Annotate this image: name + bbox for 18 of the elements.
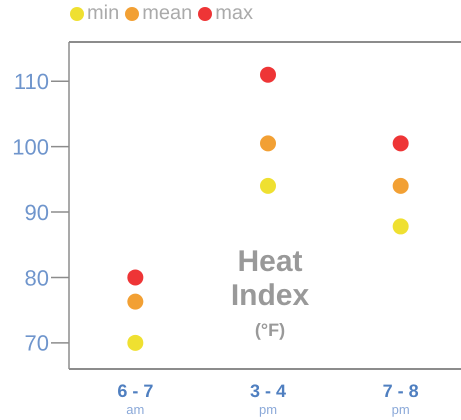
point [260,178,276,194]
y-axis-title: Heat Index (°F) [230,245,310,342]
y-tick-label: 110 [14,69,49,94]
point [127,269,144,286]
point [127,294,144,310]
point [392,135,409,152]
point [260,66,276,83]
legend-label: max [215,2,254,25]
y-tick-label: 90 [24,200,49,225]
legend-label: min [87,2,120,25]
point [260,135,276,152]
point [392,218,409,234]
y-tick-label: 100 [12,134,49,160]
y-tick-label: 70 [24,330,49,356]
point [127,334,144,351]
legend-label: mean [142,2,192,25]
point [392,178,409,194]
y-tick-label: 80 [24,265,49,290]
